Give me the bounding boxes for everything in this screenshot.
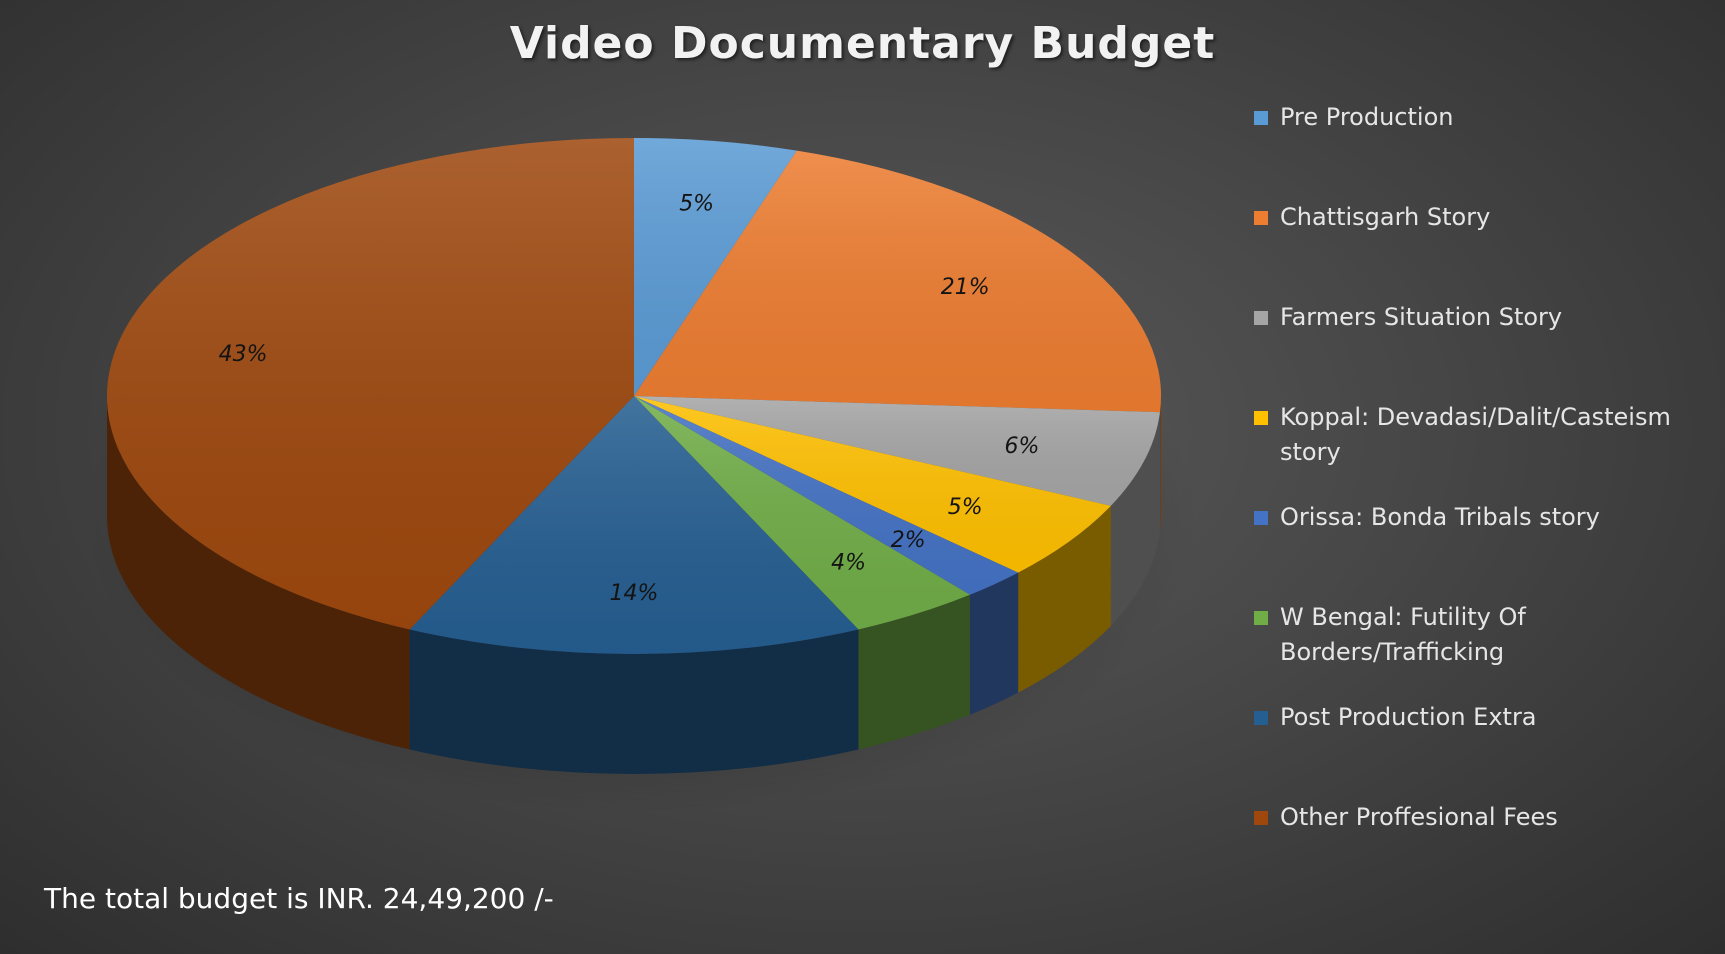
pie-side-post-production-extra: [409, 629, 859, 774]
pie-tops: [107, 138, 1161, 654]
legend-label: Other Proffesional Fees: [1280, 803, 1558, 831]
pie-side-koppal-devadasi-dalit-casteism-story: [1018, 505, 1111, 693]
legend-item-post-production-extra: Post Production Extra: [1254, 700, 1694, 800]
legend-swatch: [1254, 411, 1268, 425]
pie-slice-shine-other-proffesional-fees: [107, 138, 634, 630]
legend-swatch: [1254, 511, 1268, 525]
legend-item-orissa-bonda-tribals-story: Orissa: Bonda Tribals story: [1254, 500, 1694, 600]
pie-labels: 5% 21% 6% 5% 2% 4% 14% 43%: [219, 191, 1040, 606]
pct-label-orissa-bonda-tribals-story: 2%: [891, 528, 926, 553]
pie-sides: [107, 396, 1161, 774]
legend-label: Pre Production: [1280, 103, 1454, 131]
legend-label: Koppal: Devadasi/Dalit/Casteism story: [1280, 403, 1671, 466]
chart-title: Video Documentary Budget: [509, 18, 1216, 69]
pie-slice-shine-orissa-bonda-tribals-story: [634, 396, 1019, 595]
legend-swatch: [1254, 211, 1268, 225]
pie-side-farmers-situation-story: [1110, 412, 1160, 626]
legend-item-koppal-devadasi-dalit-casteism-story: Koppal: Devadasi/Dalit/Casteism story: [1254, 400, 1694, 500]
pie-side-chattisgarh-story: [1159, 396, 1161, 533]
legend-label: Orissa: Bonda Tribals story: [1280, 503, 1600, 531]
pie-slice-shine-chattisgarh-story: [634, 150, 1161, 413]
legend-label: Farmers Situation Story: [1280, 303, 1563, 331]
total-budget-note: The total budget is INR. 24,49,200 /-: [44, 882, 554, 915]
legend-label: W Bengal: Futility Of Borders/Traffickin…: [1280, 603, 1526, 666]
pct-label-w-bengal-futility-of-borders-trafficking: 4%: [831, 551, 866, 576]
legend-swatch: [1254, 711, 1268, 725]
legend: Pre Production Chattisgarh Story Farmers S…: [1254, 100, 1694, 900]
legend-item-w-bengal-futility-of-borders-trafficking: W Bengal: Futility Of Borders/Traffickin…: [1254, 600, 1694, 700]
legend-item-chattisgarh-story: Chattisgarh Story: [1254, 200, 1694, 300]
pct-label-pre-production: 5%: [679, 191, 714, 216]
pie-slice-shine-w-bengal-futility-of-borders-trafficking: [634, 396, 970, 630]
pie-slice-shine-post-production-extra: [409, 396, 859, 654]
pct-label-post-production-extra: 14%: [610, 581, 659, 606]
legend-swatch: [1254, 311, 1268, 325]
legend-swatch: [1254, 611, 1268, 625]
legend-label: Post Production Extra: [1280, 703, 1537, 731]
legend-label: Chattisgarh Story: [1280, 203, 1491, 231]
pct-label-farmers-situation-story: 6%: [1004, 434, 1039, 459]
legend-swatch: [1254, 111, 1268, 125]
pie-side-w-bengal-futility-of-borders-trafficking: [858, 594, 970, 750]
legend-swatch: [1254, 811, 1268, 825]
pct-label-other-proffesional-fees: 43%: [219, 342, 268, 367]
pie-slice-shine-farmers-situation-story: [634, 396, 1160, 506]
pct-label-koppal-devadasi-dalit-casteism-story: 5%: [948, 495, 983, 520]
pct-label-chattisgarh-story: 21%: [941, 275, 990, 300]
pie-slice-shine-pre-production: [634, 138, 797, 396]
pie-side-orissa-bonda-tribals-story: [969, 572, 1019, 715]
legend-item-farmers-situation-story: Farmers Situation Story: [1254, 300, 1694, 400]
legend-item-other-proffesional-fees: Other Proffesional Fees: [1254, 800, 1694, 900]
pie-side-other-proffesional-fees: [107, 396, 410, 750]
legend-item-pre-production: Pre Production: [1254, 100, 1694, 200]
pie-slice-shine-koppal-devadasi-dalit-casteism-story: [634, 396, 1111, 573]
